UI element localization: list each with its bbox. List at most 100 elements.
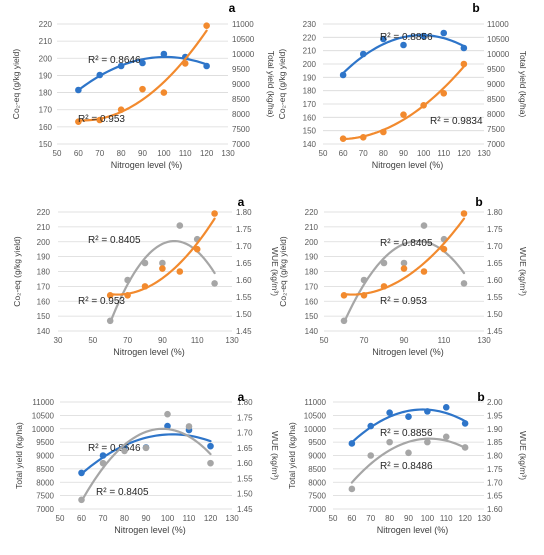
data-point bbox=[99, 452, 107, 459]
left-tick-label: 7000 bbox=[36, 505, 54, 514]
data-point bbox=[386, 409, 393, 417]
series-orange: R² = 0.953 bbox=[78, 210, 218, 307]
data-point bbox=[460, 210, 468, 217]
x-tick-label: 70 bbox=[95, 149, 104, 158]
x-tick-label: 50 bbox=[329, 514, 338, 523]
x-tick-label: 100 bbox=[161, 514, 175, 523]
data-point bbox=[75, 118, 82, 126]
right-tick-label: 11000 bbox=[487, 20, 509, 29]
data-point bbox=[340, 292, 348, 299]
left-tick-label: 8000 bbox=[36, 478, 54, 487]
data-point bbox=[405, 449, 412, 457]
x-tick-label: 100 bbox=[421, 514, 435, 523]
data-point bbox=[460, 44, 468, 52]
data-point bbox=[440, 29, 448, 37]
x-tick-label: 60 bbox=[347, 514, 356, 523]
left-tick-label: 9000 bbox=[36, 452, 54, 461]
left-tick-label: 170 bbox=[305, 282, 319, 291]
data-point bbox=[159, 259, 166, 267]
x-tick-label: 60 bbox=[74, 149, 83, 158]
right-tick-label: 1.45 bbox=[487, 327, 503, 336]
data-point bbox=[442, 433, 450, 441]
chart-panel-4: 140 150 160 170 180 190 200 210 220 1.45 1.50 1.55 1… bbox=[278, 195, 528, 357]
x-tick-label: 80 bbox=[379, 149, 388, 158]
data-point bbox=[380, 259, 388, 267]
data-point bbox=[424, 408, 431, 415]
data-point bbox=[124, 292, 131, 299]
left-tick-label: 9500 bbox=[36, 438, 54, 447]
left-axis-title: Co₂‑eq (g/kg yield) bbox=[277, 49, 287, 120]
data-point bbox=[380, 283, 388, 290]
chart-panel-2: 140 150 160 170 180 190 200 210 220 230 7000 7500 80… bbox=[277, 1, 528, 170]
left-tick-label: 9000 bbox=[308, 452, 326, 461]
x-tick-label: 110 bbox=[438, 336, 451, 345]
right-tick-label: 1.60 bbox=[237, 459, 253, 468]
gridlines bbox=[333, 401, 484, 510]
data-point bbox=[99, 459, 107, 467]
r-squared-label: R² = 0.8486 bbox=[380, 461, 433, 472]
left-tick-label: 160 bbox=[37, 297, 51, 306]
right-tick-label: 1.60 bbox=[487, 505, 503, 514]
data-point bbox=[461, 444, 469, 451]
left-tick-label: 10500 bbox=[304, 411, 327, 420]
left-tick-label: 220 bbox=[305, 208, 319, 217]
right-axis-title: WUE (kg/m³) bbox=[518, 431, 528, 480]
data-point bbox=[348, 485, 356, 493]
x-axis-title: Nitrogen level (%) bbox=[111, 160, 183, 170]
data-point bbox=[440, 90, 448, 97]
data-point bbox=[400, 41, 407, 49]
data-point bbox=[211, 280, 218, 287]
x-tick-label: 60 bbox=[339, 149, 348, 158]
x-axis-title: Nitrogen level (%) bbox=[377, 525, 449, 535]
right-tick-label: 1.70 bbox=[236, 242, 252, 251]
x-tick-label: 70 bbox=[360, 336, 369, 345]
data-point bbox=[207, 459, 214, 467]
x-tick-label: 80 bbox=[120, 514, 129, 523]
data-point bbox=[141, 283, 149, 290]
x-tick-label: 50 bbox=[56, 514, 65, 523]
data-point bbox=[367, 452, 375, 459]
data-point bbox=[461, 420, 469, 427]
left-tick-label: 140 bbox=[303, 140, 317, 149]
data-point bbox=[420, 32, 427, 40]
data-point bbox=[121, 447, 128, 455]
data-point bbox=[339, 71, 347, 79]
data-point bbox=[75, 86, 82, 94]
left-axis-title: Total yield (kg/ha) bbox=[287, 422, 297, 489]
data-point bbox=[139, 85, 146, 93]
data-point bbox=[117, 62, 125, 70]
r-squared-label: R² = 0.8405 bbox=[96, 487, 149, 498]
right-tick-label: 1.45 bbox=[236, 327, 252, 336]
left-tick-label: 210 bbox=[37, 223, 51, 232]
right-tick-label: 9500 bbox=[232, 65, 250, 74]
data-point bbox=[106, 317, 114, 325]
x-tick-label: 70 bbox=[366, 514, 375, 523]
left-tick-label: 10000 bbox=[304, 425, 327, 434]
x-tick-label: 70 bbox=[359, 149, 368, 158]
right-tick-label: 1.65 bbox=[236, 259, 252, 268]
right-tick-label: 1.65 bbox=[237, 444, 253, 453]
x-tick-label: 70 bbox=[123, 336, 132, 345]
x-tick-label: 50 bbox=[88, 336, 97, 345]
left-tick-label: 170 bbox=[37, 282, 51, 291]
left-tick-label: 150 bbox=[37, 312, 51, 321]
right-tick-label: 1.80 bbox=[487, 208, 503, 217]
right-tick-label: 1.75 bbox=[236, 225, 252, 234]
data-point bbox=[139, 59, 146, 67]
x-tick-label: 80 bbox=[385, 514, 394, 523]
data-point bbox=[193, 245, 201, 253]
left-tick-label: 170 bbox=[39, 106, 53, 115]
left-tick-label: 200 bbox=[39, 54, 53, 63]
panel-label: a bbox=[229, 1, 236, 15]
x-tick-label: 110 bbox=[183, 514, 196, 523]
panel-label: b bbox=[475, 195, 482, 209]
x-tick-label: 90 bbox=[158, 336, 167, 345]
left-tick-label: 160 bbox=[39, 123, 53, 132]
left-tick-label: 8000 bbox=[308, 478, 326, 487]
right-tick-label: 11000 bbox=[232, 20, 254, 29]
data-point bbox=[442, 404, 450, 411]
x-tick-label: 110 bbox=[437, 149, 450, 158]
data-point bbox=[164, 422, 171, 430]
r-squared-label: R² = 0.8856 bbox=[380, 32, 433, 43]
